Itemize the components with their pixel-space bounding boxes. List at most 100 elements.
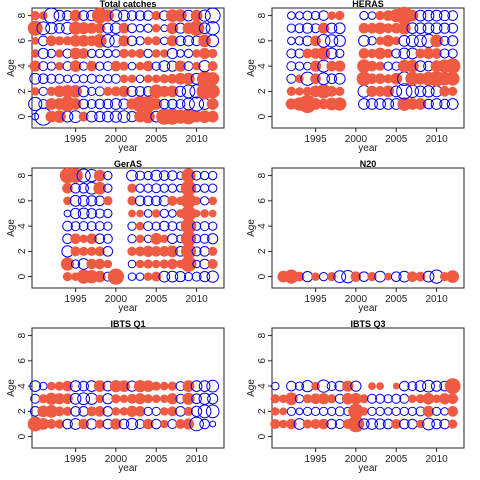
x-tick-label: 2010 [425,134,448,145]
bubble-negative [192,259,201,269]
bubble-negative [63,74,72,84]
bubble-positive [78,48,89,59]
bubble-negative [100,33,115,48]
bubble-negative [197,404,212,419]
bubble-negative [167,183,178,193]
bubble-positive [390,72,403,85]
bubble-positive [93,380,106,392]
bubble-negative [199,196,210,206]
bubble-negative [166,47,178,60]
bubble-positive [445,58,461,74]
bubble-positive [160,419,169,429]
bubble-positive [391,419,402,429]
bubble-positive [446,270,460,284]
bubble-series [277,269,460,284]
bubble-negative [183,271,194,282]
bubble-negative [440,407,449,416]
plot-frame [31,167,225,289]
bubble-positive [143,36,153,46]
bubble-negative [208,170,218,181]
bubble-positive [182,380,195,392]
bubble-negative [126,35,138,47]
bubble-negative [333,270,347,284]
bubble-negative [391,406,401,417]
x-tick-label: 2010 [425,454,448,465]
bubble-negative [374,98,386,110]
bubble-negative [94,208,105,219]
bubble-negative [326,381,337,392]
bubble-negative [78,221,89,232]
bubble-negative [191,221,202,231]
bubble-positive [200,209,209,218]
bubble-positive [143,394,153,404]
bubble-negative [414,34,427,48]
bubble-positive [206,72,220,86]
bubble-negative [101,110,114,123]
bubble-negative [310,10,321,21]
bubble-positive [206,98,219,110]
plot-frame [31,327,225,449]
bubble-positive [151,259,161,269]
bubble-positive [127,183,137,193]
bubble-positive [27,20,43,36]
bubble-negative [287,36,296,46]
bubble-negative [383,61,393,71]
bubble-negative [95,61,105,71]
bubble-negative [78,380,89,392]
bubble-negative [38,86,48,97]
bubble-positive [374,73,386,85]
bubble-positive [376,382,385,391]
bubble-positive [70,246,81,257]
bubble-negative [405,34,419,48]
bubble-positive [151,36,161,46]
bubble-negative [439,9,451,22]
bubble-negative [76,168,91,183]
bubble-negative [407,406,418,417]
bubble-positive [47,381,56,391]
x-tick-label: 2000 [105,294,128,305]
panel-1: HERAS 1995 2000 2005 2010 0 2 4 6 8 year Age [246,0,465,154]
bubble-negative [103,208,113,219]
bubble-positive [95,394,105,404]
bubble-positive [208,246,218,257]
bubble-negative [430,9,443,22]
bubble-positive [183,406,194,417]
x-axis-label: year [118,143,138,154]
bubble-negative [286,23,297,33]
bubble-positive [134,406,146,417]
bubble-positive [208,209,217,218]
y-tick-label: 0 [17,433,28,439]
bubble-negative [159,183,169,193]
bubble-negative [191,393,202,405]
x-tick-label: 1995 [304,294,327,305]
bubble-positive [151,271,162,282]
bubble-negative [167,98,178,110]
bubble-negative [109,9,123,22]
bubble-negative [174,85,187,97]
bubble-negative [86,73,97,84]
bubble-positive [151,10,161,21]
bubble-negative [103,170,113,181]
bubble-negative [150,195,162,207]
x-tick-label: 2005 [145,454,168,465]
bubble-negative [135,183,145,193]
bubble-negative [125,417,139,431]
bubble-negative [359,10,369,21]
bubble-negative [45,22,58,35]
y-tick-label: 8 [17,332,28,338]
bubble-negative [94,86,105,97]
panel-title: N20 [360,159,377,169]
bubble-positive [69,98,82,110]
bubble-positive [167,258,178,270]
bubble-positive [167,381,178,391]
bubble-positive [181,168,196,183]
bubble-negative [95,48,105,59]
bubble-negative [70,182,81,194]
plot-frame [271,7,465,129]
bubble-negative [69,380,82,392]
bubble-negative [70,259,81,269]
bubble-positive [270,407,280,416]
bubble-positive [151,381,161,391]
x-axis-label: year [358,303,378,314]
bubble-positive [29,60,41,72]
